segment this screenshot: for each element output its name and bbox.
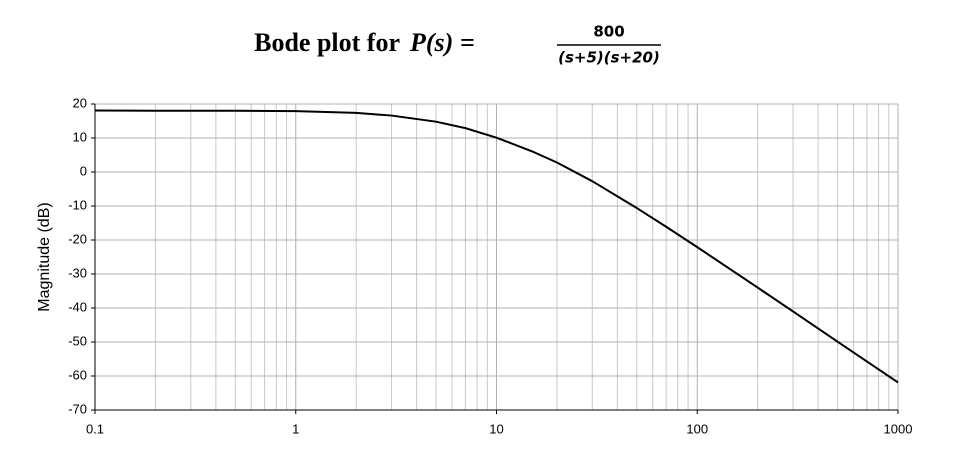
x-tick-label: 10 — [489, 421, 503, 436]
formula-numerator: 800 — [593, 23, 624, 41]
y-axis-label: Magnitude (dB) — [36, 202, 53, 311]
y-tick-label: 10 — [73, 129, 87, 144]
x-tick-label: 1 — [292, 421, 299, 436]
y-tick-label: -50 — [68, 333, 87, 348]
y-tick-label: 0 — [80, 163, 87, 178]
y-tick-label: -70 — [68, 401, 87, 416]
y-tick-label: -30 — [68, 265, 87, 280]
x-tick-label: 100 — [686, 421, 708, 436]
y-tick-label: -10 — [68, 197, 87, 212]
y-tick-label: -60 — [68, 367, 87, 382]
chart-title: Bode plot for — [254, 28, 400, 57]
x-tick-label: 0.1 — [86, 421, 104, 436]
line-series — [94, 109, 899, 384]
formula-denominator: (s+5)(s+20) — [558, 49, 660, 67]
y-tick-label: 20 — [73, 95, 87, 110]
y-tick-label: -20 — [68, 231, 87, 246]
y-tick-label: -40 — [68, 299, 87, 314]
formula-lhs: P(s) = — [409, 28, 475, 57]
x-tick-label: 1000 — [884, 421, 913, 436]
